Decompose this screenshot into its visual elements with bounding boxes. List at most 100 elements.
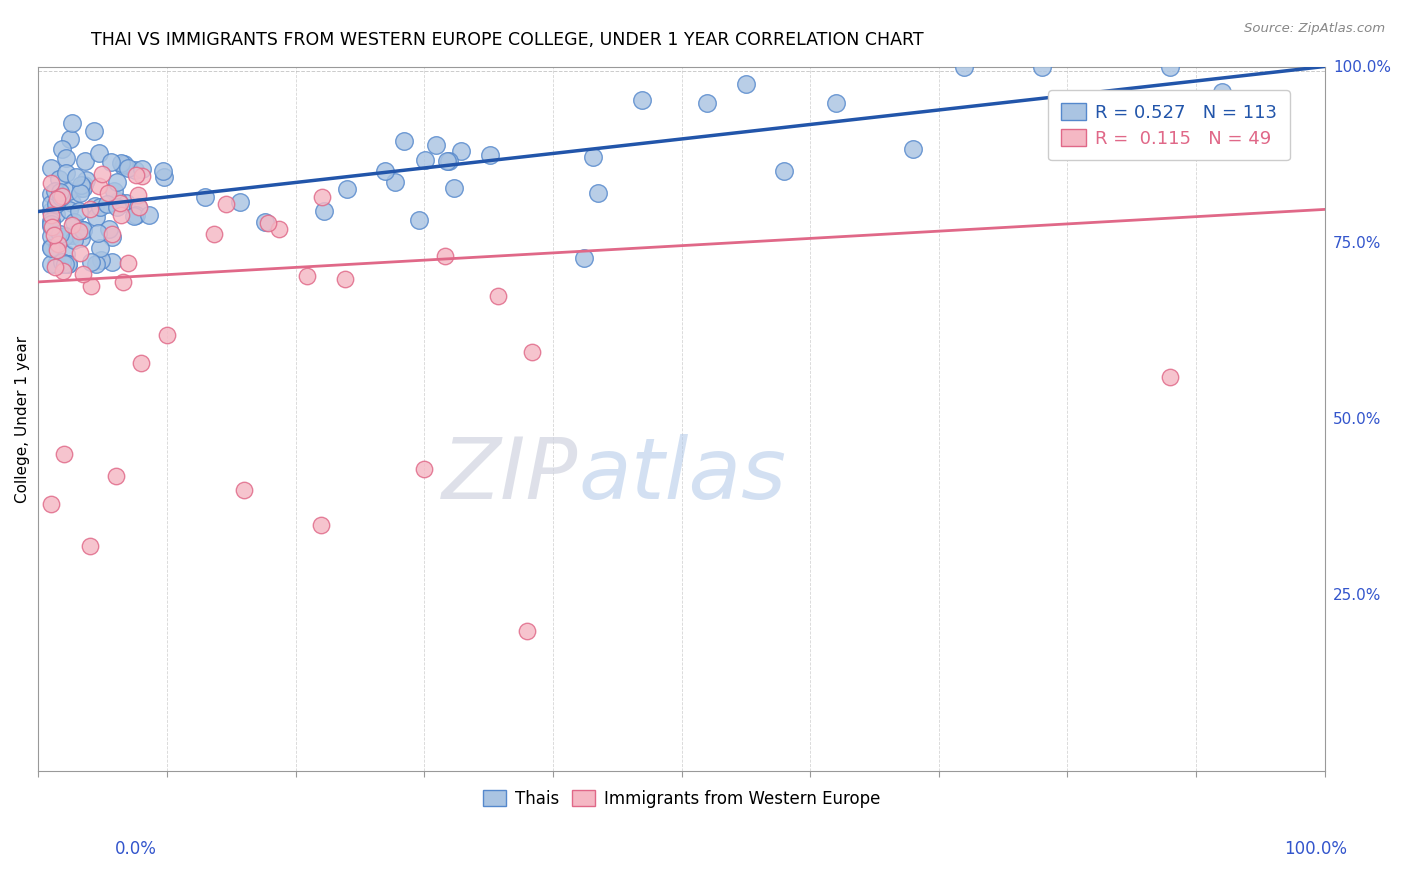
Point (39, 187, 62, 202)
Point (229, 194, 252, 209)
Point (84, 199, 107, 213)
Point (72, 267, 94, 281)
Point (62, 233, 84, 247)
Point (45, 197, 67, 211)
Point (311, 517, 333, 532)
Point (129, 356, 152, 370)
Text: 100.0%: 100.0% (1284, 840, 1347, 858)
Point (67, 204, 90, 219)
Point (67, 224, 90, 238)
Point (52, 257, 75, 271)
Text: ZIP: ZIP (443, 434, 579, 517)
Point (127, 200, 149, 214)
Point (55, 229, 77, 244)
Point (443, 180, 465, 194)
Point (104, 468, 127, 483)
Point (80, 255, 103, 269)
Point (69, 178, 91, 192)
Point (582, 150, 605, 164)
Point (311, 189, 333, 203)
Point (69, 231, 91, 245)
Point (138, 208, 160, 222)
Point (44, 184, 66, 198)
Point (48, 237, 70, 252)
Point (39, 203, 62, 218)
Text: 0.0%: 0.0% (115, 840, 157, 858)
Point (69, 246, 91, 260)
Legend: Thais, Immigrants from Western Europe: Thais, Immigrants from Western Europe (474, 781, 889, 816)
Point (433, 248, 456, 262)
Point (101, 227, 124, 242)
Point (80, 279, 103, 293)
Point (58, 203, 80, 218)
Point (89, 200, 111, 214)
Point (39, 219, 62, 234)
Point (111, 275, 134, 289)
Point (1081, 92, 1104, 106)
Point (39, 208, 62, 222)
Point (295, 268, 318, 283)
Point (41, 219, 63, 234)
Point (60, 218, 83, 232)
Point (59, 132, 82, 146)
Point (90, 167, 112, 181)
Point (100, 155, 122, 169)
Point (734, 78, 756, 92)
Point (824, 96, 846, 111)
Point (153, 169, 176, 184)
Point (55, 247, 77, 261)
Point (49, 185, 72, 199)
Point (51, 189, 73, 203)
Point (69, 186, 91, 201)
Point (125, 169, 148, 183)
Point (194, 190, 217, 204)
Point (374, 164, 396, 178)
Point (630, 94, 652, 108)
Point (384, 176, 406, 190)
Point (257, 216, 280, 230)
Point (89, 240, 111, 254)
Point (39, 240, 62, 254)
Point (117, 256, 139, 270)
Text: 75.0%: 75.0% (1333, 235, 1381, 251)
Point (51, 255, 73, 269)
Point (42, 227, 65, 242)
Point (53, 257, 76, 271)
Point (122, 209, 145, 223)
Point (408, 213, 430, 227)
Point (51, 189, 73, 203)
Point (696, 95, 718, 110)
Point (39, 241, 62, 255)
Point (83, 124, 105, 138)
Point (84, 257, 107, 271)
Point (97, 222, 120, 236)
Point (39, 176, 62, 190)
Text: Source: ZipAtlas.com: Source: ZipAtlas.com (1244, 22, 1385, 36)
Point (90, 252, 112, 267)
Point (112, 157, 135, 171)
Point (520, 344, 543, 359)
Point (450, 144, 472, 158)
Point (152, 163, 174, 178)
Point (46, 192, 69, 206)
Point (233, 483, 256, 497)
Point (253, 215, 276, 229)
Point (101, 254, 124, 268)
Point (425, 137, 447, 152)
Point (436, 153, 458, 168)
Point (110, 208, 132, 222)
Point (55, 166, 77, 180)
Point (574, 251, 596, 265)
Point (79, 539, 101, 553)
Text: 100.0%: 100.0% (1333, 60, 1391, 75)
Point (89, 178, 111, 193)
Point (45, 257, 67, 271)
Point (58, 184, 80, 198)
Text: THAI VS IMMIGRANTS FROM WESTERN EUROPE COLLEGE, UNDER 1 YEAR CORRELATION CHART: THAI VS IMMIGRANTS FROM WESTERN EUROPE C… (91, 31, 924, 49)
Point (65, 169, 87, 184)
Point (44, 260, 66, 275)
Point (105, 175, 128, 189)
Point (479, 148, 502, 162)
Point (51, 142, 73, 156)
Point (87, 145, 110, 160)
